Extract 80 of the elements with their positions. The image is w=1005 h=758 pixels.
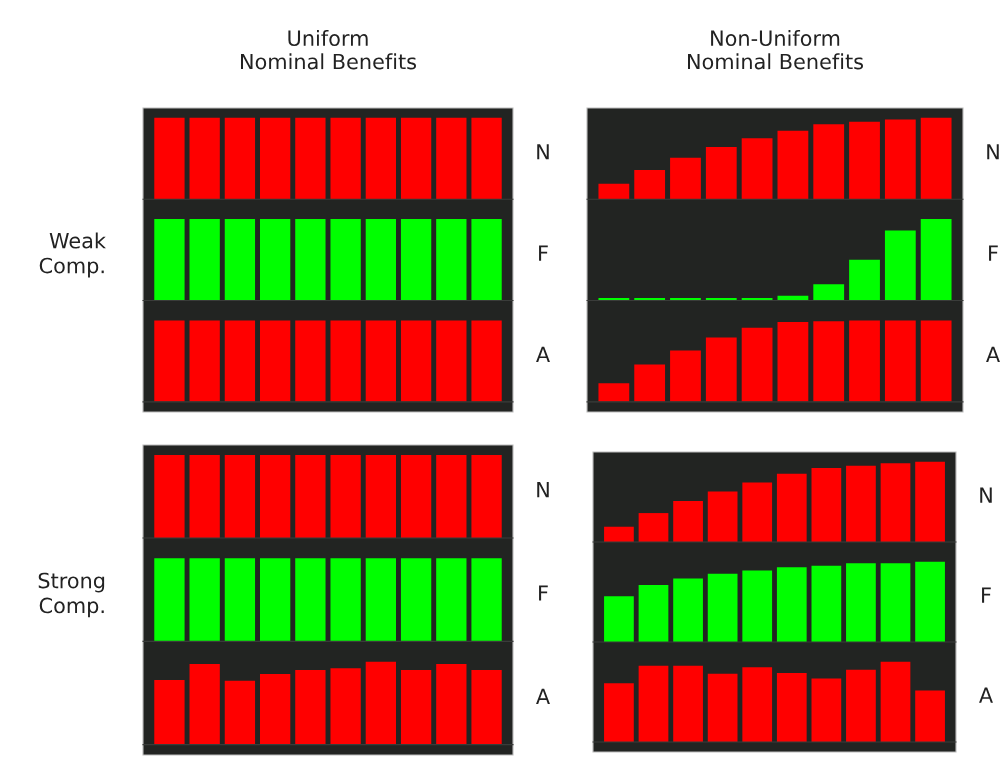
- bar: [880, 563, 911, 642]
- y2-axis-title: N: [987, 144, 999, 160]
- bar: [471, 669, 502, 745]
- bar: [884, 119, 916, 200]
- bar: [259, 674, 291, 745]
- bar: [224, 680, 256, 745]
- bar: [777, 322, 809, 402]
- bar: [705, 337, 737, 402]
- bar: [880, 661, 911, 742]
- chart-title: Non-Uniform Nominal Benefits: [688, 29, 864, 70]
- bar: [813, 284, 845, 301]
- bar: [849, 320, 880, 402]
- bar: [598, 183, 630, 200]
- bar: [295, 669, 326, 745]
- bar: [811, 565, 842, 642]
- bar: [638, 584, 669, 642]
- bar: [634, 169, 666, 200]
- bar: [634, 364, 666, 402]
- bar: [154, 679, 185, 745]
- bar: [742, 570, 773, 642]
- bar: [604, 596, 634, 642]
- y2-axis-title: A: [536, 346, 550, 363]
- y2-axis-title: A: [979, 687, 993, 703]
- bar: [400, 669, 432, 745]
- bar: [707, 673, 738, 742]
- bar: [915, 561, 945, 642]
- y2-axis-title: N: [537, 482, 549, 498]
- bar: [849, 259, 880, 301]
- bar: [884, 320, 916, 402]
- bar: [849, 121, 880, 200]
- bar: [915, 690, 945, 742]
- y2-axis-title: F: [989, 245, 998, 261]
- bar: [776, 567, 807, 642]
- bar: [846, 563, 876, 642]
- chart-title: Uniform Nominal Benefits: [241, 29, 417, 70]
- y2-axis-title: N: [980, 487, 992, 503]
- y2-axis-title: F: [539, 245, 548, 261]
- y2-axis-title: F: [982, 587, 991, 603]
- bar: [776, 473, 807, 542]
- y2-axis-title: N: [537, 144, 549, 160]
- bar: [365, 661, 397, 745]
- bar: [741, 327, 773, 402]
- bar: [673, 665, 703, 742]
- bar: [880, 463, 911, 542]
- bar: [604, 683, 634, 742]
- bar: [777, 130, 809, 200]
- bar: [811, 468, 842, 542]
- bar: [742, 482, 773, 542]
- y2-axis-title: A: [536, 688, 550, 704]
- bar: [189, 664, 220, 745]
- y2-axis-title: F: [539, 585, 548, 601]
- y-axis-title: Strong Comp.: [38, 572, 105, 618]
- bar: [598, 383, 630, 402]
- bar: [813, 321, 845, 402]
- y2-axis-title: A: [986, 346, 1000, 363]
- bar: [920, 320, 952, 402]
- bar: [846, 465, 876, 542]
- bar: [670, 157, 701, 200]
- bar: [742, 667, 773, 742]
- bar: [330, 668, 361, 745]
- bar: [604, 526, 634, 542]
- bar: [707, 573, 738, 642]
- bar: [813, 124, 845, 200]
- bar: [670, 350, 701, 402]
- bar: [920, 117, 952, 200]
- bar: [673, 501, 703, 542]
- bar: [707, 491, 738, 542]
- bar: [846, 669, 876, 742]
- y-axis-title: Weak Comp.: [39, 232, 106, 278]
- bar: [915, 461, 945, 542]
- bar: [811, 678, 842, 742]
- bar: [705, 147, 737, 200]
- bar: [638, 665, 669, 742]
- bar: [673, 578, 703, 642]
- bar: [741, 138, 773, 200]
- bar: [638, 513, 669, 542]
- bar: [920, 219, 952, 301]
- bar: [884, 230, 916, 301]
- bar: [436, 664, 467, 745]
- bar: [776, 672, 807, 742]
